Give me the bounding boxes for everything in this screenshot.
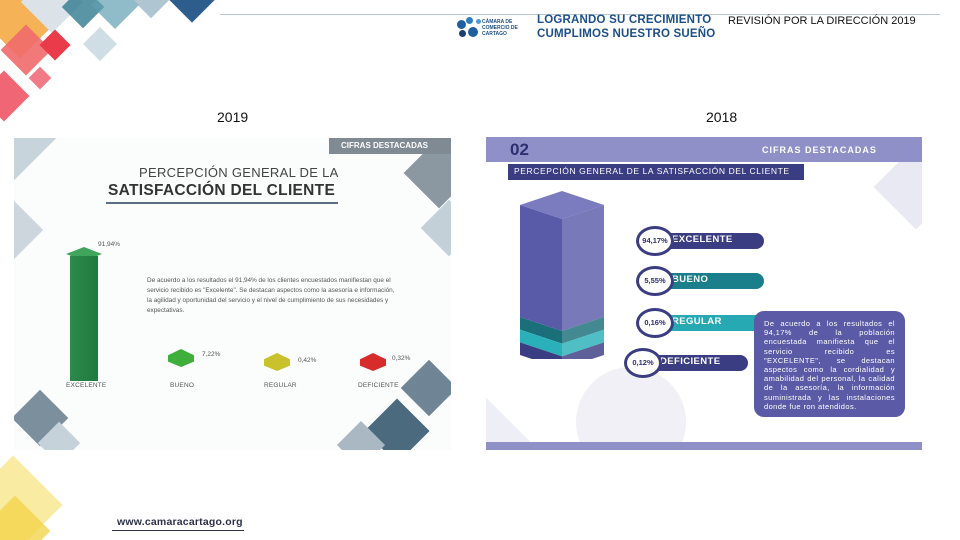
satisfaction-2018-image: 02 CIFRAS DESTACADAS PERCEPCIÓN GENERAL … bbox=[486, 137, 922, 450]
stacked-column-2018 bbox=[520, 191, 604, 359]
stack-segment-side-bueno bbox=[562, 316, 604, 344]
slogan-line-1: LOGRANDO SU CRECIMIENTO bbox=[537, 14, 712, 26]
review-title: REVISIÓN POR LA DIRECCIÓN 2019 bbox=[728, 15, 916, 27]
bar-deficiente-2019 bbox=[360, 353, 386, 371]
stack-segment-side-excelente bbox=[562, 205, 604, 331]
legend-value-regular: 0,16% bbox=[636, 308, 674, 338]
header-band-2018 bbox=[486, 137, 922, 162]
section-number: 02 bbox=[510, 140, 529, 159]
year-label-2019: 2019 bbox=[217, 109, 249, 125]
bar-bueno-2019 bbox=[168, 349, 194, 367]
legend-label-excelente: EXCELENTE bbox=[656, 233, 764, 249]
stack-segment-bueno bbox=[520, 316, 562, 344]
tag-cifras-2019: CIFRAS DESTACADAS bbox=[329, 138, 451, 154]
title-line-1-2019: PERCEPCIÓN GENERAL DE LA bbox=[139, 165, 339, 180]
chamber-logo bbox=[455, 14, 525, 44]
tag-cifras-2018: CIFRAS DESTACADAS bbox=[762, 145, 877, 155]
bottom-band-2018 bbox=[486, 442, 922, 450]
header-rule bbox=[220, 14, 940, 15]
summary-box-2018: De acuerdo a los resultados el 94,17% de… bbox=[754, 311, 905, 417]
category-deficiente-2019: DEFICIENTE bbox=[358, 382, 399, 389]
bar-excelente-2019 bbox=[70, 256, 98, 381]
satisfaction-2019-image: CIFRAS DESTACADAS PERCEPCIÓN GENERAL DE … bbox=[14, 138, 451, 450]
summary-paragraph-2019: De acuerdo a los resultados el 91,94% de… bbox=[147, 277, 395, 314]
stack-segment-side-deficiente bbox=[562, 342, 604, 359]
legend-label-deficiente: DEFICIENTE bbox=[644, 355, 748, 371]
value-label-regular-2019: 0,42% bbox=[298, 357, 317, 364]
category-bueno-2019: BUENO bbox=[170, 382, 195, 389]
bar-regular-2019 bbox=[264, 353, 290, 371]
legend-value-bueno: 5,55% bbox=[636, 266, 674, 296]
stack-segment-side-regular bbox=[562, 329, 604, 357]
title-line-2-2019: SATISFACCIÓN DEL CLIENTE bbox=[108, 182, 336, 199]
subtitle-2018: PERCEPCIÓN GENERAL DE LA SATISFACCIÓN DE… bbox=[508, 164, 804, 180]
stack-segment-deficiente bbox=[520, 342, 562, 359]
legend-value-excelente: 94,17% bbox=[636, 226, 674, 256]
slogan-line-2: CUMPLIMOS NUESTRO SUEÑO bbox=[537, 28, 716, 40]
legend-label-bueno: BUENO bbox=[656, 273, 764, 289]
title-underline bbox=[106, 202, 338, 204]
logo-text: CÁMARA DE COMERCIO DE CARTAGO bbox=[482, 19, 518, 37]
stack-segment-regular bbox=[520, 329, 562, 357]
stack-segment-excelente bbox=[520, 205, 562, 331]
website-link[interactable]: www.camaracartago.org bbox=[117, 516, 243, 528]
value-label-deficiente-2019: 0,32% bbox=[392, 355, 411, 362]
slogan: LOGRANDO SU CRECIMIENTO CUMPLIMOS NUESTR… bbox=[537, 13, 715, 41]
legend-value-deficiente: 0,12% bbox=[624, 348, 662, 378]
category-excelente-2019: EXCELENTE bbox=[66, 382, 107, 389]
value-label-excelente-2019: 91,94% bbox=[98, 241, 121, 248]
legend-label-regular: REGULAR bbox=[656, 315, 764, 331]
value-label-bueno-2019: 7,22% bbox=[202, 351, 221, 358]
decor-circle bbox=[576, 367, 686, 450]
website-underline bbox=[112, 530, 244, 531]
year-label-2018: 2018 bbox=[706, 109, 738, 125]
category-regular-2019: REGULAR bbox=[264, 382, 297, 389]
